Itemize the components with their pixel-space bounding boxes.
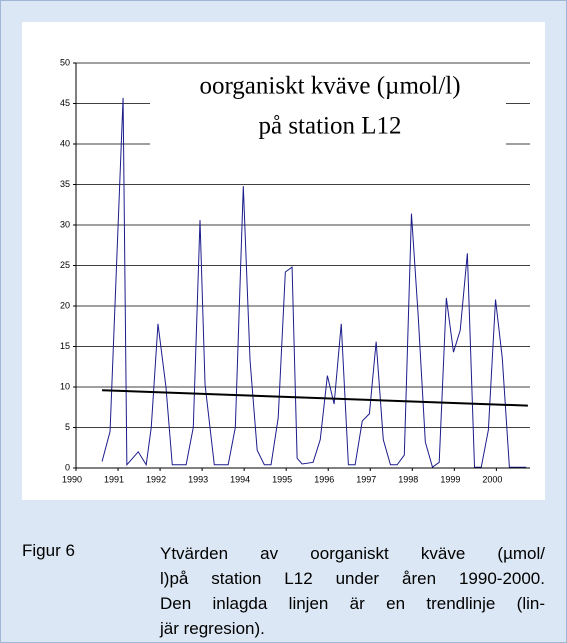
x-tick-label: 2000 (482, 474, 502, 484)
caption-line: jär regresion). (160, 619, 265, 638)
data-line (101, 97, 527, 469)
chart-title: oorganiskt kväve (µmol/l) (199, 73, 460, 100)
x-tick-label: 1999 (440, 474, 460, 484)
x-tick-label: 1994 (230, 474, 250, 484)
y-tick-label: 40 (60, 138, 70, 148)
y-tick-label: 20 (60, 300, 70, 310)
y-tick-label: 45 (60, 98, 70, 108)
trend-line (102, 389, 528, 407)
x-tick-label: 1996 (314, 474, 334, 484)
caption-text: Ytvärden av oorganiskt kväve (µmol/l)på … (160, 541, 545, 641)
x-tick-label: 1992 (146, 474, 166, 484)
y-tick-label: 5 (65, 422, 70, 432)
caption-line: Ytvärden av oorganiskt kväve (µmol/ (160, 544, 545, 563)
x-tick-label: 1990 (62, 474, 82, 484)
title-background (150, 68, 506, 148)
y-tick-label: 10 (60, 381, 70, 391)
x-tick-label: 1993 (188, 474, 208, 484)
caption-line: Den inlagda linjen är en trendlinje (lin… (160, 594, 545, 613)
x-tick-label: 1995 (272, 474, 292, 484)
y-tick-label: 0 (65, 462, 70, 472)
caption-line: l)på station L12 under åren 1990-2000. (160, 569, 545, 588)
y-tick-label: 50 (60, 57, 70, 67)
x-tick-label: 1998 (398, 474, 418, 484)
y-tick-label: 25 (60, 260, 70, 270)
y-tick-label: 15 (60, 341, 70, 351)
y-tick-label: 30 (60, 219, 70, 229)
x-tick-label: 1997 (356, 474, 376, 484)
chart-title: på station L12 (258, 113, 401, 140)
y-tick-label: 35 (60, 179, 70, 189)
x-tick-label: 1991 (104, 474, 124, 484)
caption-label: Figur 6 (22, 541, 75, 560)
